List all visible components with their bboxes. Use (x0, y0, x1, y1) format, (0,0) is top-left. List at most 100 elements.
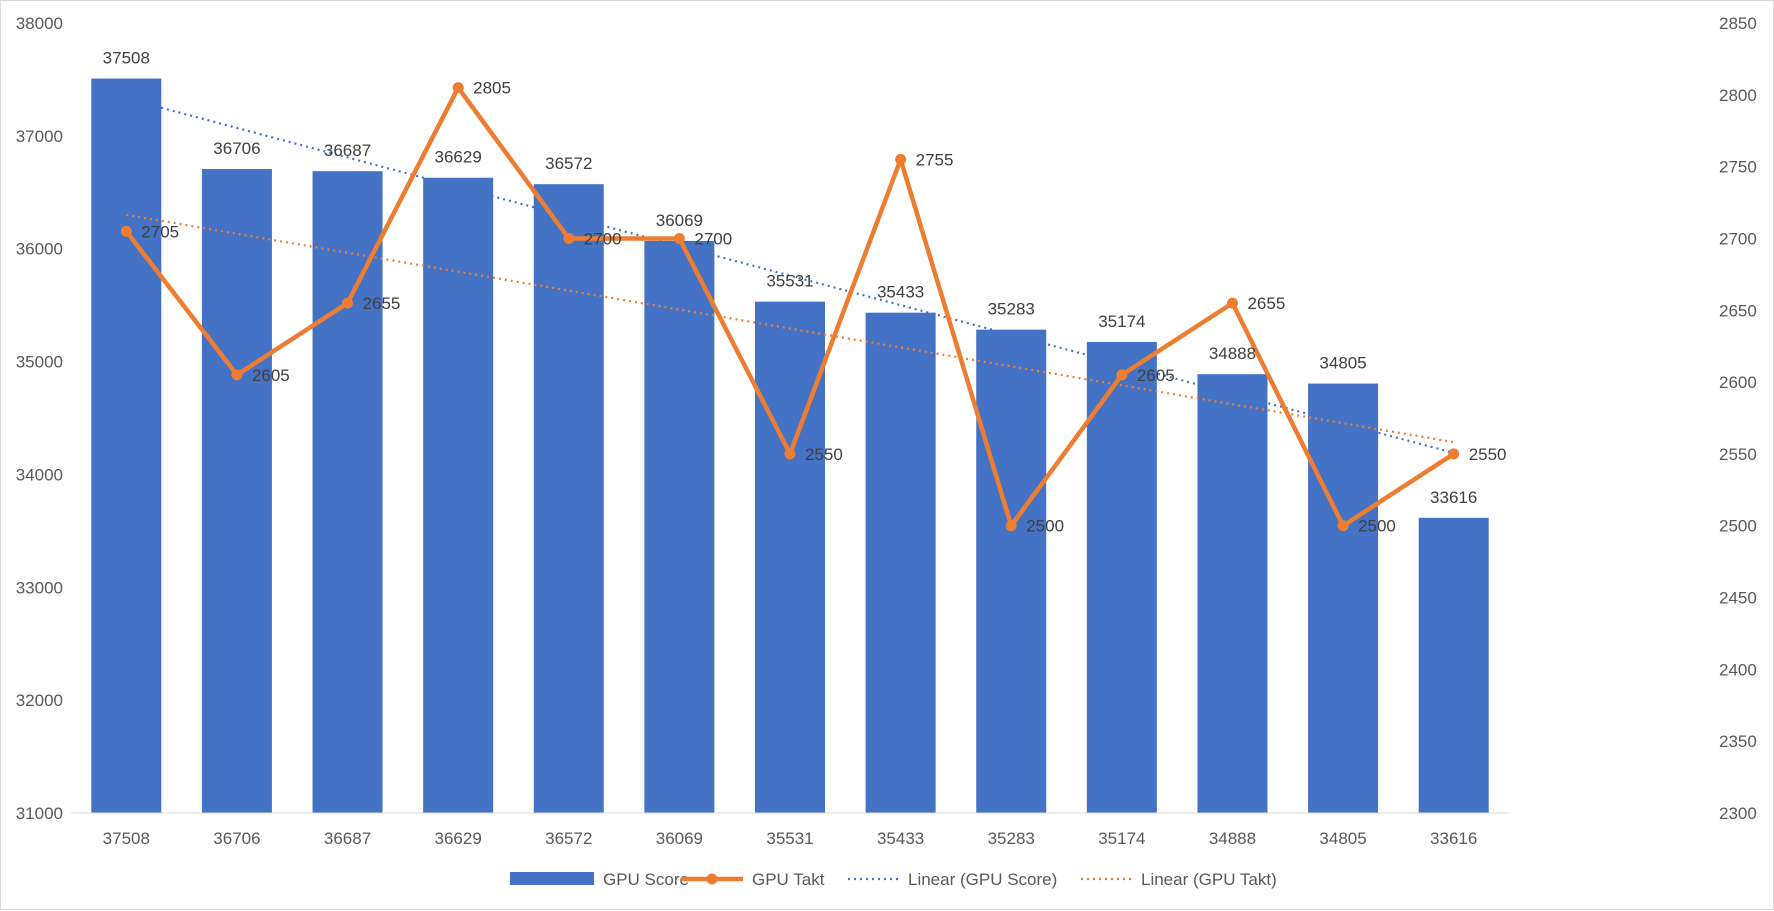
x-tick-label: 36069 (656, 829, 703, 848)
bar (1197, 374, 1268, 813)
legend-label-gpu-score: GPU Score (603, 870, 689, 889)
legend-label-gpu-takt: GPU Takt (752, 870, 825, 889)
legend-marker-gpu-takt (706, 873, 718, 885)
bar (644, 240, 715, 814)
trendlines-layer (126, 97, 1454, 454)
line-data-label: 2705 (141, 222, 179, 241)
y-right-tick-label: 2750 (1719, 158, 1757, 177)
x-tick-label: 36706 (213, 829, 260, 848)
y-right-tick-label: 2650 (1719, 301, 1757, 320)
y-right-tick-label: 2800 (1719, 86, 1757, 105)
bar-data-label: 36706 (213, 139, 260, 158)
y-left-tick-label: 31000 (16, 804, 63, 823)
line-data-label: 2605 (252, 366, 290, 385)
x-tick-label: 35531 (766, 829, 813, 848)
y-right-tick-label: 2500 (1719, 517, 1757, 536)
bar (976, 329, 1047, 813)
bar-data-label: 33616 (1430, 488, 1477, 507)
x-tick-label: 34888 (1209, 829, 1256, 848)
legend-label-trend-score: Linear (GPU Score) (908, 870, 1057, 889)
bar (1086, 341, 1157, 813)
bar (865, 312, 936, 813)
line-data-label: 2550 (805, 445, 843, 464)
gpu-takt-point (342, 297, 354, 309)
line-data-label: 2655 (363, 294, 401, 313)
line-data-label: 2805 (473, 79, 511, 98)
line-data-label: 2655 (1247, 294, 1285, 313)
line-data-label: 2500 (1026, 517, 1064, 536)
gpu-takt-point (895, 153, 907, 165)
trendline-gpu-takt (126, 213, 1454, 444)
bar (1308, 383, 1379, 813)
x-tick-label: 36687 (324, 829, 371, 848)
bar-data-label: 35433 (877, 283, 924, 302)
bar-data-label: 37508 (103, 49, 150, 68)
x-tick-label: 35283 (988, 829, 1035, 848)
y-right-tick-label: 2550 (1719, 445, 1757, 464)
y-right-tick-label: 2300 (1719, 804, 1757, 823)
bar-data-label: 34888 (1209, 344, 1256, 363)
y-right-tick-label: 2450 (1719, 589, 1757, 608)
y-right-tick-label: 2350 (1719, 732, 1757, 751)
y-left-tick-label: 35000 (16, 353, 63, 372)
gpu-takt-point (784, 448, 796, 460)
gpu-takt-point (563, 232, 575, 244)
y-left-tick-label: 34000 (16, 465, 63, 484)
bar-data-label: 35283 (988, 300, 1035, 319)
x-tick-label: 34805 (1319, 829, 1366, 848)
x-tick-label: 36572 (545, 829, 592, 848)
y-left-tick-label: 37000 (16, 127, 63, 146)
x-tick-label: 37508 (103, 829, 150, 848)
line-data-label: 2605 (1137, 366, 1175, 385)
bar-data-label: 35174 (1098, 312, 1145, 331)
gpu-takt-point (1448, 448, 1460, 460)
legend: GPU Score GPU Takt Linear (GPU Score) Linea… (510, 870, 1277, 889)
line-series-layer (120, 82, 1460, 532)
legend-label-trend-takt: Linear (GPU Takt) (1141, 870, 1277, 889)
y-right-tick-label: 2400 (1719, 660, 1757, 679)
gpu-takt-point (1116, 369, 1128, 381)
y-left-tick-label: 38000 (16, 14, 63, 33)
bar (312, 171, 383, 814)
line-data-label: 2550 (1469, 445, 1507, 464)
line-data-label: 2500 (1358, 517, 1396, 536)
gpu-takt-point (1226, 297, 1238, 309)
bar-data-label: 36069 (656, 211, 703, 230)
line-data-label: 2755 (916, 150, 954, 169)
bar (423, 177, 494, 813)
bar (201, 169, 272, 814)
gpu-takt-point (1337, 520, 1349, 532)
y-right-tick-label: 2600 (1719, 373, 1757, 392)
bars-layer (91, 78, 1489, 814)
trendline-gpu-score (126, 97, 1454, 454)
bar-data-label: 36629 (435, 148, 482, 167)
gpu-takt-point (231, 369, 243, 381)
bar (533, 184, 604, 813)
y-left-tick-label: 32000 (16, 691, 63, 710)
bar (1418, 517, 1489, 813)
bar-data-label: 34805 (1319, 354, 1366, 373)
gpu-takt-point (1005, 520, 1017, 532)
x-tick-label: 35174 (1098, 829, 1145, 848)
axes-layer: 37508 36706 36687 36629 36572 36069 35531 35433… (16, 14, 1757, 848)
gpu-takt-point (673, 232, 685, 244)
y-right-tick-label: 2850 (1719, 14, 1757, 33)
bar-data-label: 36687 (324, 141, 371, 160)
legend-swatch-gpu-score (510, 872, 594, 885)
line-data-label: 2700 (584, 229, 622, 248)
bar-data-label: 35531 (766, 272, 813, 291)
bar (91, 78, 162, 814)
gpu-takt-point (452, 82, 464, 94)
bar-data-label: 36572 (545, 154, 592, 173)
y-right-tick-label: 2700 (1719, 229, 1757, 248)
bar (755, 301, 825, 813)
x-tick-label: 36629 (435, 829, 482, 848)
y-left-tick-label: 36000 (16, 240, 63, 259)
y-left-tick-label: 33000 (16, 578, 63, 597)
gpu-takt-point (120, 225, 132, 237)
line-data-label: 2700 (694, 229, 732, 248)
data-labels-layer: 37508 36706 36687 36629 36572 36069 35531 35433… (103, 49, 1507, 536)
x-tick-label: 35433 (877, 829, 924, 848)
